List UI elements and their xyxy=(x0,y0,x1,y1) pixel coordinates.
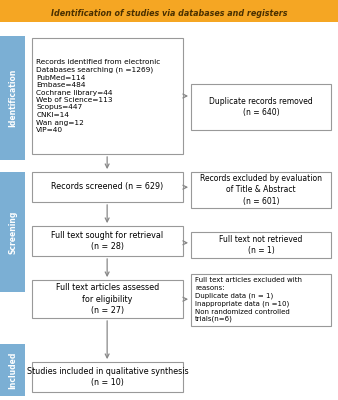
Bar xyxy=(32,38,183,154)
Bar xyxy=(0,36,25,160)
Text: Screening: Screening xyxy=(8,210,17,254)
Text: Identification: Identification xyxy=(8,69,17,127)
Text: Records excluded by evaluation
of Title & Abstract
(n = 601): Records excluded by evaluation of Title … xyxy=(200,174,322,206)
Text: Records identified from electronic
Databases searching (n =1269)
PubMed=114
Emba: Records identified from electronic Datab… xyxy=(36,59,161,133)
Text: Full text articles assessed
for eligibility
(n = 27): Full text articles assessed for eligibil… xyxy=(56,283,159,314)
Bar xyxy=(0,344,25,396)
Bar xyxy=(191,172,331,208)
Text: Full text sought for retrieval
(n = 28): Full text sought for retrieval (n = 28) xyxy=(51,231,163,251)
Text: Studies included in qualitative synthesis
(n = 10): Studies included in qualitative synthesi… xyxy=(26,367,188,387)
Text: Full text not retrieved
(n = 1): Full text not retrieved (n = 1) xyxy=(219,235,303,255)
Bar xyxy=(191,232,331,258)
Text: Identification of studies via databases and registers: Identification of studies via databases … xyxy=(51,10,287,18)
Bar xyxy=(191,274,331,326)
Bar xyxy=(32,226,183,256)
Text: Included: Included xyxy=(8,351,17,389)
Bar xyxy=(32,362,183,392)
Bar xyxy=(0,172,25,292)
Bar xyxy=(32,280,183,318)
Text: Full text articles excluded with
reasons:
Duplicate data (n = 1)
Inappropriate d: Full text articles excluded with reasons… xyxy=(195,278,302,322)
Bar xyxy=(0,0,338,22)
Text: Records screened (n = 629): Records screened (n = 629) xyxy=(51,182,164,192)
Text: Duplicate records removed
(n = 640): Duplicate records removed (n = 640) xyxy=(209,97,313,117)
Bar xyxy=(32,172,183,202)
Bar xyxy=(191,84,331,130)
